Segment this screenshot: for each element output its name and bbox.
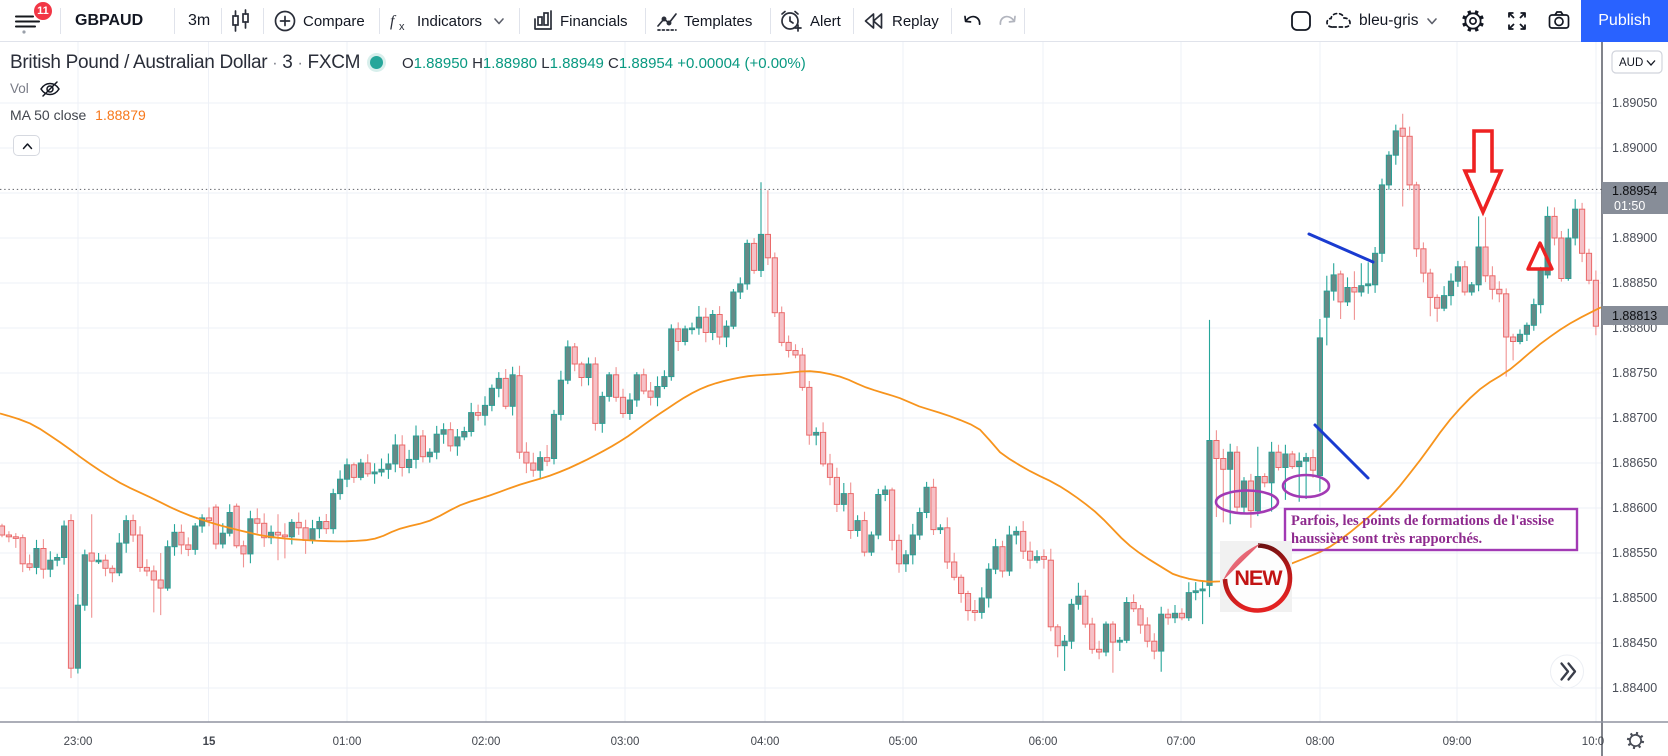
svg-text:NEW: NEW (1234, 566, 1283, 590)
svg-text:05:00: 05:00 (889, 736, 918, 748)
svg-text:01:50: 01:50 (1614, 199, 1645, 213)
svg-text:1.88750: 1.88750 (1612, 366, 1657, 380)
svg-text:03:00: 03:00 (611, 736, 640, 748)
svg-text:1.88850: 1.88850 (1612, 276, 1657, 290)
svg-text:1.88550: 1.88550 (1612, 546, 1657, 560)
svg-text:AUD: AUD (1619, 57, 1643, 69)
svg-text:15: 15 (203, 736, 216, 748)
svg-text:1.88500: 1.88500 (1612, 591, 1657, 605)
svg-text:01:00: 01:00 (333, 736, 362, 748)
svg-text:1.88813: 1.88813 (1612, 309, 1657, 323)
svg-text:1.88700: 1.88700 (1612, 411, 1657, 425)
svg-text:09:00: 09:00 (1443, 736, 1472, 748)
svg-text:07:00: 07:00 (1167, 736, 1196, 748)
svg-text:1.88400: 1.88400 (1612, 681, 1657, 695)
svg-text:02:00: 02:00 (472, 736, 501, 748)
svg-text:1.88650: 1.88650 (1612, 456, 1657, 470)
svg-text:Parfois, les points de formati: Parfois, les points de formations de l'a… (1291, 513, 1555, 529)
svg-text:1.88450: 1.88450 (1612, 636, 1657, 650)
svg-text:10:0: 10:0 (1582, 736, 1604, 748)
svg-text:23:00: 23:00 (64, 736, 93, 748)
svg-text:haussière sont très rapporchés: haussière sont très rapporchés. (1291, 531, 1482, 547)
svg-text:1.88900: 1.88900 (1612, 231, 1657, 245)
svg-text:04:00: 04:00 (751, 736, 780, 748)
svg-text:f: f (390, 13, 397, 30)
svg-text:1.89000: 1.89000 (1612, 141, 1657, 155)
svg-text:08:00: 08:00 (1306, 736, 1335, 748)
svg-text:1.88600: 1.88600 (1612, 501, 1657, 515)
svg-text:1.89050: 1.89050 (1612, 96, 1657, 110)
svg-text:06:00: 06:00 (1029, 736, 1058, 748)
svg-text:x: x (399, 21, 405, 33)
svg-text:1.88954: 1.88954 (1612, 184, 1657, 198)
